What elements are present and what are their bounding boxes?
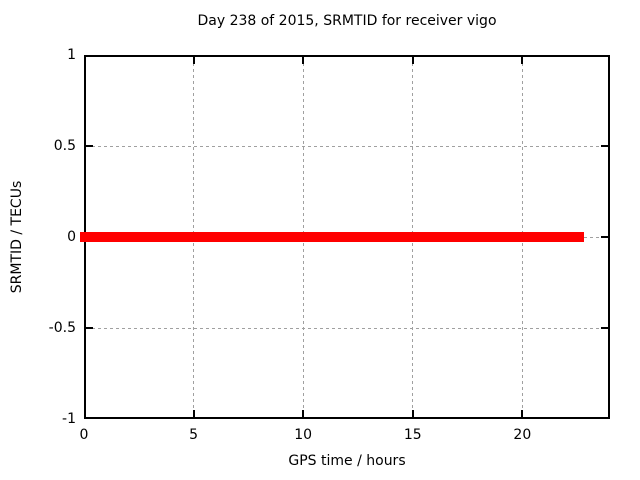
chart-title: Day 238 of 2015, SRMTID for receiver vig… (197, 13, 497, 29)
tick-mark-top (192, 57, 195, 64)
tick-mark-bottom (411, 410, 414, 417)
tick-mark-right (601, 236, 608, 238)
x-tick-label: 0 (79, 427, 89, 443)
tick-mark-left (86, 145, 93, 147)
tick-mark-bottom (302, 410, 305, 417)
y-tick-label: 0.5 (53, 138, 76, 154)
tick-mark-left (86, 327, 93, 329)
grid-line-horizontal (86, 327, 608, 329)
x-tick-label: 10 (294, 427, 313, 443)
tick-mark-right (601, 327, 608, 329)
y-tick-label: -0.5 (48, 320, 76, 336)
tick-mark-top (302, 57, 305, 64)
x-tick-label: 20 (513, 427, 532, 443)
tick-mark-top (521, 57, 524, 64)
x-tick-label: 5 (189, 427, 199, 443)
y-tick-label: 1 (67, 47, 76, 63)
y-tick-label: -1 (62, 411, 76, 427)
data-line-srmtid (80, 232, 584, 242)
tick-mark-top (411, 57, 414, 64)
y-tick-label: 0 (67, 229, 76, 245)
x-axis-label: GPS time / hours (288, 453, 406, 469)
grid-line-horizontal (86, 145, 608, 147)
tick-mark-bottom (192, 410, 195, 417)
tick-mark-right (601, 145, 608, 147)
tick-mark-bottom (521, 410, 524, 417)
x-tick-label: 15 (403, 427, 422, 443)
